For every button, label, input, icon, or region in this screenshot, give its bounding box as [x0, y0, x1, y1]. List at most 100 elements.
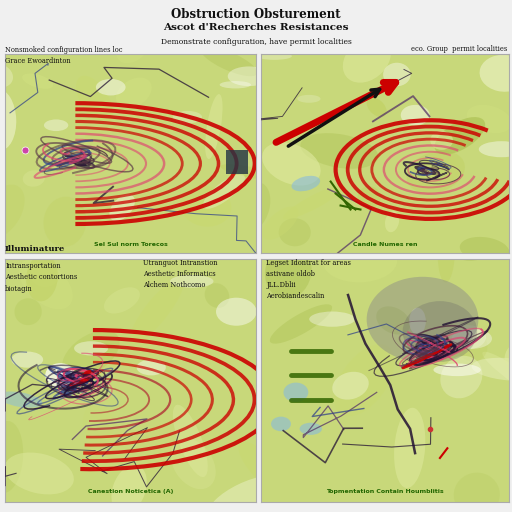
Ellipse shape	[480, 55, 512, 92]
Text: Aesthetic contortions: Aesthetic contortions	[5, 273, 77, 282]
Ellipse shape	[262, 206, 298, 240]
Ellipse shape	[367, 277, 478, 362]
Ellipse shape	[472, 358, 512, 381]
Ellipse shape	[323, 240, 397, 283]
Text: Obstruction Obsturement: Obstruction Obsturement	[171, 8, 341, 20]
Text: Topmentation Contain Houmblitis: Topmentation Contain Houmblitis	[327, 489, 444, 495]
Ellipse shape	[447, 217, 496, 261]
Ellipse shape	[110, 195, 135, 221]
Ellipse shape	[45, 363, 75, 388]
Ellipse shape	[409, 308, 426, 335]
Text: JLL.Dblii: JLL.Dblii	[266, 281, 296, 289]
Ellipse shape	[205, 283, 229, 308]
Ellipse shape	[376, 306, 410, 334]
Ellipse shape	[291, 176, 320, 191]
Text: Canestion Noticetica (A): Canestion Noticetica (A)	[88, 489, 173, 495]
Ellipse shape	[467, 105, 511, 133]
Ellipse shape	[332, 372, 369, 400]
Ellipse shape	[104, 287, 140, 313]
Ellipse shape	[112, 465, 147, 512]
Ellipse shape	[395, 351, 455, 370]
Ellipse shape	[385, 211, 399, 232]
Text: Grace Ewoardinton: Grace Ewoardinton	[5, 57, 71, 66]
Ellipse shape	[271, 417, 291, 431]
Ellipse shape	[0, 63, 13, 88]
Ellipse shape	[452, 329, 492, 349]
Ellipse shape	[205, 94, 223, 159]
Ellipse shape	[505, 343, 512, 366]
Ellipse shape	[85, 131, 122, 153]
Text: Ascot d'Recherches Resistances: Ascot d'Recherches Resistances	[163, 23, 349, 32]
Ellipse shape	[83, 403, 114, 445]
Ellipse shape	[343, 36, 391, 82]
Ellipse shape	[199, 185, 236, 217]
Ellipse shape	[201, 46, 258, 76]
Ellipse shape	[0, 392, 42, 408]
Text: eco. Group  permit localities: eco. Group permit localities	[411, 45, 507, 53]
Ellipse shape	[309, 311, 355, 327]
Ellipse shape	[220, 164, 279, 180]
Text: Aerobiandescalin: Aerobiandescalin	[266, 292, 325, 301]
Ellipse shape	[450, 325, 486, 349]
Ellipse shape	[220, 81, 251, 89]
Ellipse shape	[173, 404, 208, 477]
Ellipse shape	[367, 97, 387, 117]
Ellipse shape	[265, 244, 312, 299]
Ellipse shape	[137, 359, 166, 375]
Text: Utranguot Intranstion: Utranguot Intranstion	[143, 259, 218, 267]
Ellipse shape	[209, 476, 280, 512]
Ellipse shape	[44, 119, 68, 131]
Ellipse shape	[430, 131, 453, 150]
Ellipse shape	[284, 382, 308, 402]
Text: Intransportation: Intransportation	[5, 262, 61, 270]
Ellipse shape	[407, 151, 465, 194]
Ellipse shape	[257, 52, 292, 60]
Ellipse shape	[479, 141, 512, 157]
Text: biotagin: biotagin	[5, 285, 33, 293]
Ellipse shape	[300, 423, 322, 435]
Ellipse shape	[74, 341, 108, 355]
Ellipse shape	[116, 28, 152, 63]
Ellipse shape	[279, 218, 311, 246]
Text: astivane oldob: astivane oldob	[266, 270, 315, 278]
Text: Sel Sul norm Torecos: Sel Sul norm Torecos	[94, 243, 167, 247]
Text: Aesthetic Informatics: Aesthetic Informatics	[143, 270, 216, 278]
Ellipse shape	[203, 174, 245, 209]
Ellipse shape	[334, 344, 395, 416]
Ellipse shape	[297, 95, 321, 103]
Ellipse shape	[435, 117, 485, 155]
Ellipse shape	[170, 275, 214, 288]
Ellipse shape	[116, 77, 152, 109]
Ellipse shape	[26, 254, 58, 302]
Ellipse shape	[11, 352, 43, 368]
Ellipse shape	[62, 330, 120, 378]
Ellipse shape	[364, 236, 407, 257]
Ellipse shape	[173, 111, 202, 123]
Text: Demonstrate configuration, have permit localities: Demonstrate configuration, have permit l…	[161, 38, 351, 47]
Ellipse shape	[263, 231, 342, 259]
Bar	[226, 150, 248, 174]
Text: Legset Idontrat for areas: Legset Idontrat for areas	[266, 259, 351, 267]
Ellipse shape	[14, 298, 42, 325]
Ellipse shape	[438, 219, 455, 283]
Ellipse shape	[22, 74, 53, 89]
Ellipse shape	[383, 63, 411, 86]
Ellipse shape	[216, 297, 257, 326]
Ellipse shape	[301, 133, 378, 169]
Ellipse shape	[0, 184, 25, 239]
Ellipse shape	[19, 259, 73, 309]
Ellipse shape	[0, 421, 23, 493]
Ellipse shape	[0, 89, 16, 151]
Ellipse shape	[401, 105, 430, 125]
Text: Alchem Nothcomo: Alchem Nothcomo	[143, 281, 206, 289]
Ellipse shape	[402, 301, 477, 362]
Ellipse shape	[482, 352, 512, 402]
Ellipse shape	[228, 67, 270, 86]
Ellipse shape	[394, 408, 425, 488]
Ellipse shape	[119, 194, 166, 221]
Text: Candle Numes ren: Candle Numes ren	[353, 243, 417, 247]
Ellipse shape	[30, 264, 59, 287]
Ellipse shape	[23, 170, 45, 187]
Ellipse shape	[180, 186, 231, 227]
Ellipse shape	[262, 142, 321, 185]
